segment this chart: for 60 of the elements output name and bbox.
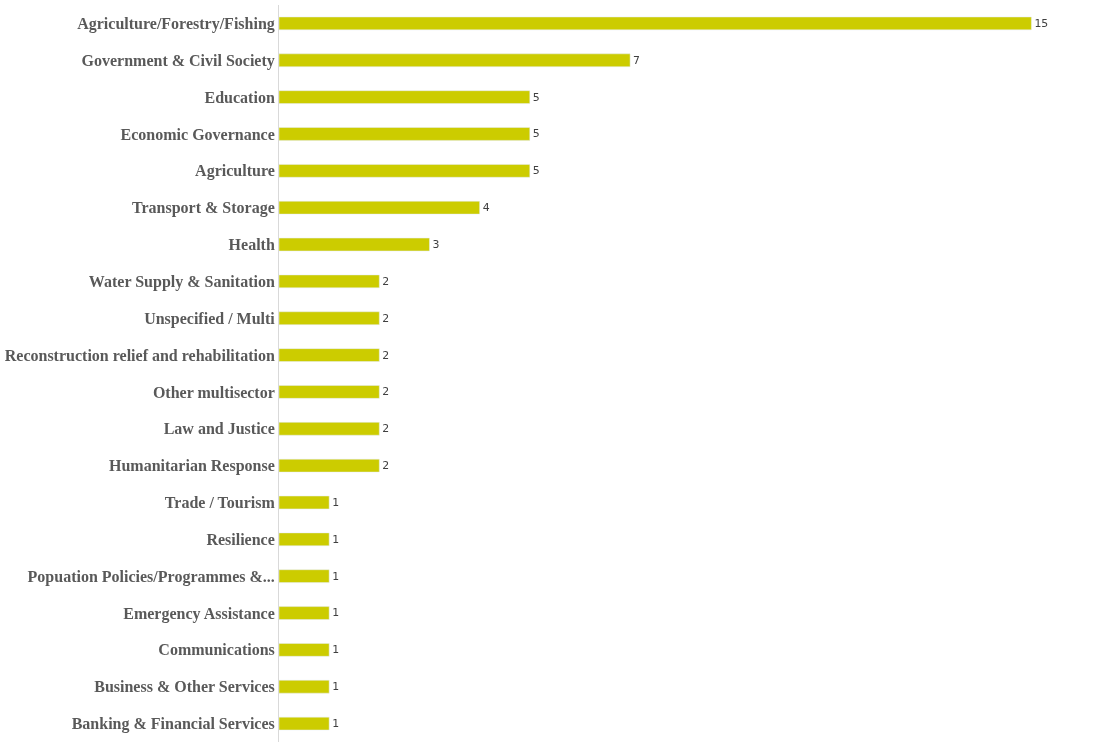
y-tick-label: Emergency Assistance [123, 604, 275, 623]
data-label: 1 [332, 569, 340, 583]
bar [279, 127, 531, 141]
y-tick-label: Health [228, 236, 275, 254]
y-tick-label: Unspecified / Multi [144, 309, 276, 328]
y-tick-label: Business & Other Services [94, 678, 275, 696]
bar [279, 200, 480, 215]
data-label: 5 [532, 127, 540, 141]
bar [279, 569, 330, 583]
data-label: 2 [382, 385, 390, 399]
data-label: 5 [532, 164, 540, 178]
bar [279, 237, 430, 252]
y-tick-label: Transport & Storage [132, 199, 275, 218]
y-tick-label: Water Supply & Sanitation [88, 272, 275, 291]
data-label: 2 [382, 348, 390, 362]
y-tick-label: Resilience [206, 530, 275, 548]
data-label: 1 [332, 643, 340, 657]
bar [279, 164, 531, 178]
data-label: 1 [332, 717, 340, 731]
bar [279, 348, 380, 362]
bar [279, 716, 330, 731]
bar [279, 458, 380, 473]
y-tick-label: Government & Civil Society [81, 51, 275, 70]
y-tick-label: Economic Governance [120, 125, 275, 143]
bar [279, 643, 330, 657]
bar [279, 53, 631, 67]
y-tick-label: Law and Justice [163, 420, 275, 438]
bar [279, 422, 380, 436]
data-label: 1 [332, 606, 340, 620]
data-label: 5 [532, 90, 540, 104]
data-label: 1 [332, 680, 340, 694]
y-tick-label: Other multisector [152, 383, 275, 401]
data-label: 2 [382, 274, 390, 288]
data-label: 1 [332, 532, 340, 546]
data-label: 7 [633, 53, 641, 67]
y-tick-label: Communications [158, 641, 275, 659]
data-label: 2 [382, 422, 390, 436]
bar [279, 606, 330, 620]
bar [279, 532, 330, 547]
y-tick-label: Trade / Tourism [164, 494, 276, 512]
y-tick-label: Agriculture/Forestry/Fishing [77, 15, 275, 34]
data-label: 15 [1034, 16, 1049, 30]
y-tick-label: Reconstruction relief and rehabilitation [4, 346, 275, 364]
y-tick-label: Popuation Policies/Programmes &... [27, 567, 275, 586]
y-tick-label: Agriculture [195, 162, 275, 181]
bar [279, 90, 531, 104]
bar [279, 495, 330, 510]
data-label: 3 [432, 238, 440, 251]
data-label: 2 [382, 311, 390, 325]
y-tick-label: Humanitarian Response [109, 457, 275, 476]
data-label: 4 [482, 201, 490, 215]
bar [279, 680, 330, 694]
bar [279, 385, 380, 399]
bar [279, 16, 1032, 31]
y-tick-label: Banking & Financial Services [71, 715, 275, 734]
data-label: 1 [332, 495, 340, 509]
bar [279, 311, 380, 325]
bar [279, 274, 380, 289]
data-label: 2 [382, 459, 390, 473]
y-tick-label: Education [204, 88, 275, 106]
